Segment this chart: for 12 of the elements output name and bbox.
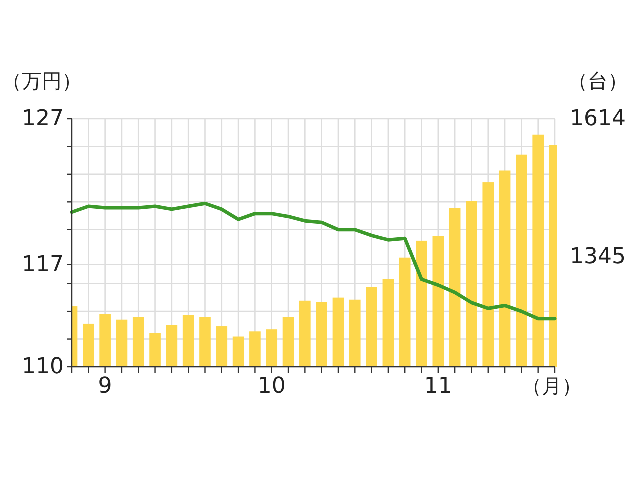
y-tick-label: 127 bbox=[22, 106, 64, 132]
x-tick-label: 11 bbox=[424, 374, 452, 399]
y2-tick-label: 1614 bbox=[570, 106, 626, 132]
line-series bbox=[70, 202, 557, 321]
y-tick-label: 110 bbox=[22, 354, 64, 380]
y-tick-label: 117 bbox=[22, 252, 64, 278]
y-axis-title: （万円） bbox=[2, 69, 82, 93]
x-tick-label: 10 bbox=[258, 374, 286, 399]
x-axis-title: （月） bbox=[522, 374, 582, 398]
x-tick-label: 9 bbox=[98, 374, 112, 399]
y2-axis-title: （台） bbox=[568, 69, 628, 93]
y2-tick-label: 1345 bbox=[570, 244, 626, 270]
